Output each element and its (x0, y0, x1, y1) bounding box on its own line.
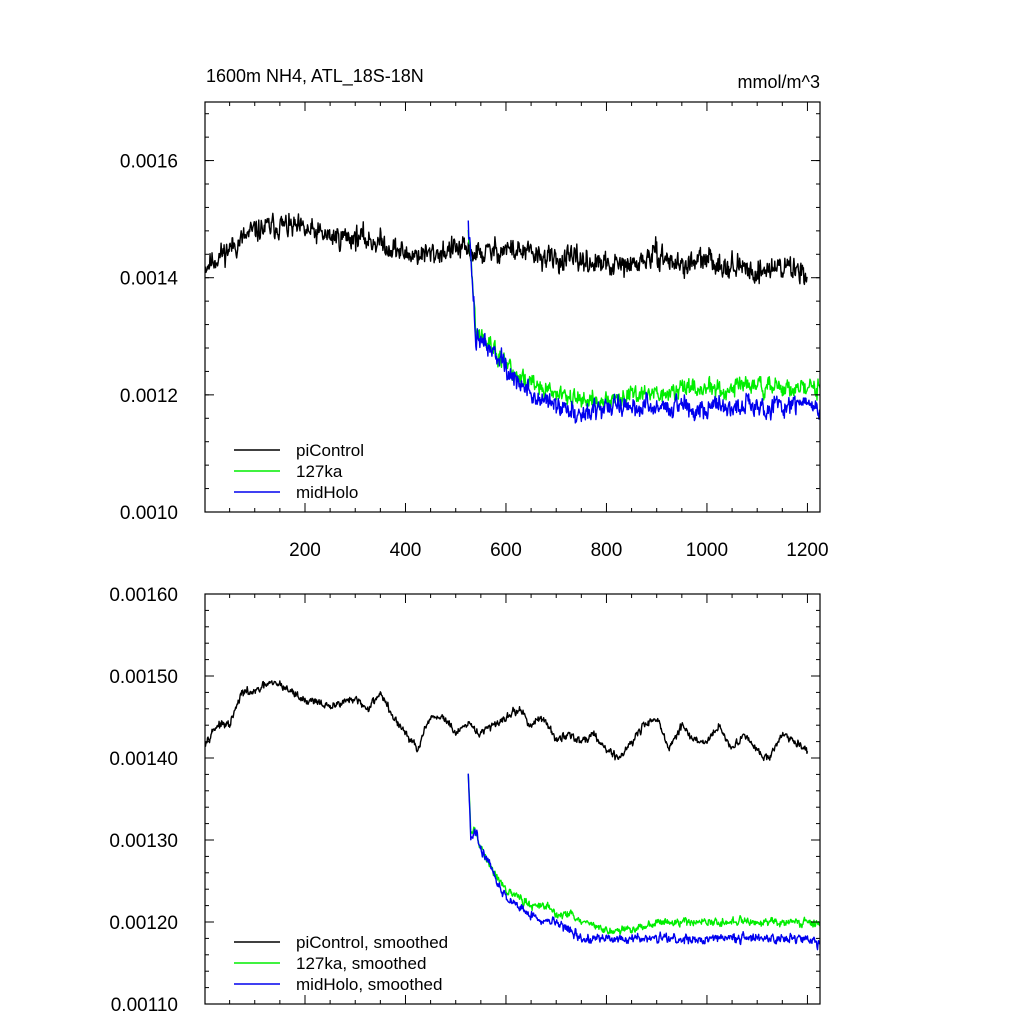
y-tick-label: 0.00130 (109, 831, 178, 852)
y-tick-label: 0.00160 (109, 585, 178, 606)
series-line-picontrol (205, 212, 808, 286)
x-tick-label: 800 (591, 540, 623, 561)
legend-label-127ka: 127ka (296, 462, 343, 481)
top-panel: 200 400 600 800 1000 1200 0.0010 0.0012 0.0014 0.… (120, 101, 829, 561)
x-tick-label: 1000 (686, 540, 728, 561)
top-series-group (205, 212, 820, 424)
series-line-midholo-smoothed (467, 773, 820, 951)
x-tick-label: 600 (490, 540, 522, 561)
bottom-plot-frame (204, 593, 821, 1005)
bottom-ticks: 0.00110 0.00120 0.00130 0.00140 0.00150 0.001… (109, 585, 820, 1016)
x-tick-label: 200 (289, 540, 321, 561)
series-line-picontrol-smoothed (205, 680, 809, 762)
series-line-midholo (467, 220, 820, 424)
y-tick-label: 0.00120 (109, 913, 178, 934)
top-ticks: 200 400 600 800 1000 1200 0.0010 0.0012 0.0014 0.… (120, 102, 829, 561)
legend-label-midholo: midHolo (296, 483, 358, 502)
legend-label-midholo-smoothed: midHolo, smoothed (296, 975, 442, 994)
top-legend: piControl 127ka midHolo (234, 441, 364, 502)
top-plot-frame (204, 101, 821, 513)
bottom-legend: piControl, smoothed 127ka, smoothed midH… (234, 933, 448, 994)
y-tick-label: 0.0010 (120, 503, 178, 524)
legend-label-127ka-smoothed: 127ka, smoothed (296, 954, 426, 973)
bottom-series-group (205, 680, 820, 951)
y-tick-label: 0.00110 (111, 995, 178, 1016)
y-tick-label: 0.0014 (120, 269, 179, 290)
y-tick-label: 0.00140 (109, 749, 178, 770)
legend-label-picontrol: piControl (296, 441, 364, 460)
y-tick-label: 0.0012 (120, 386, 178, 407)
series-line-127ka-smoothed (467, 773, 820, 936)
x-tick-label: 400 (390, 540, 422, 561)
y-tick-label: 0.00150 (109, 667, 178, 688)
units-label: mmol/m^3 (738, 72, 820, 92)
x-tick-label: 1200 (786, 540, 828, 561)
chart-title: 1600m NH4, ATL_18S-18N (206, 66, 424, 87)
y-tick-label: 0.0016 (120, 152, 178, 173)
legend-label-picontrol-smoothed: piControl, smoothed (296, 933, 448, 952)
bottom-panel: 0.00110 0.00120 0.00130 0.00140 0.00150 0.001… (109, 585, 821, 1016)
